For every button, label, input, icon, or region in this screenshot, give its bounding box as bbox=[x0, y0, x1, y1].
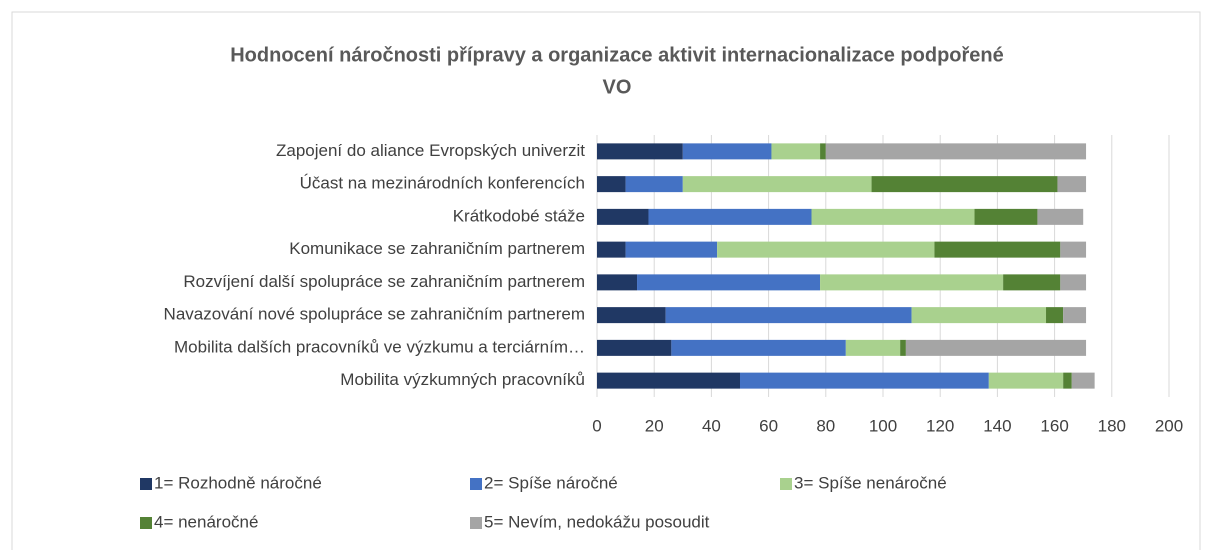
bar-segment bbox=[1063, 307, 1087, 324]
bar-segment bbox=[625, 241, 718, 258]
legend-swatch bbox=[140, 517, 152, 529]
bar-segment bbox=[637, 274, 821, 291]
legend-label: 2= Spíše náročné bbox=[484, 473, 618, 492]
bar-segment bbox=[665, 307, 912, 324]
chart-title: Hodnocení náročnosti přípravy a organiza… bbox=[230, 44, 1004, 66]
x-tick-label: 120 bbox=[926, 416, 954, 435]
y-tick-label: Mobilita výzkumných pracovníků bbox=[340, 370, 585, 389]
legend-label: 5= Nevím, nedokážu posoudit bbox=[484, 512, 710, 531]
legend-label: 4= nenáročné bbox=[154, 512, 258, 531]
bar-segment bbox=[988, 372, 1064, 389]
bar-segment bbox=[1071, 372, 1095, 389]
x-tick-label: 80 bbox=[816, 416, 835, 435]
bar-segment bbox=[682, 143, 772, 160]
x-tick-label: 180 bbox=[1098, 416, 1126, 435]
bar-segment bbox=[1060, 241, 1087, 258]
bar-segment bbox=[811, 208, 975, 225]
bar-segment bbox=[974, 208, 1038, 225]
bar-segment bbox=[648, 208, 812, 225]
x-tick-label: 60 bbox=[759, 416, 778, 435]
bar-segment bbox=[911, 307, 1047, 324]
x-tick-label: 200 bbox=[1155, 416, 1183, 435]
bar-segment bbox=[900, 339, 906, 356]
bar-segment bbox=[671, 339, 846, 356]
bar-segment bbox=[820, 274, 1004, 291]
bar-segment bbox=[1060, 274, 1087, 291]
y-tick-label: Zapojení do aliance Evropských univerzit bbox=[276, 141, 585, 160]
y-tick-label: Rozvíjení další spolupráce se zahraniční… bbox=[183, 272, 585, 291]
y-tick-label: Mobilita dalších pracovníků ve výzkumu a… bbox=[174, 337, 585, 356]
x-tick-label: 160 bbox=[1040, 416, 1068, 435]
bar-segment bbox=[597, 208, 649, 225]
bar-segment bbox=[1057, 176, 1087, 193]
legend-swatch bbox=[780, 478, 792, 490]
bar-segment bbox=[682, 176, 872, 193]
x-tick-label: 100 bbox=[869, 416, 897, 435]
bar-segment bbox=[1037, 208, 1084, 225]
x-tick-label: 40 bbox=[702, 416, 721, 435]
bar-segment bbox=[771, 143, 821, 160]
bar-segment bbox=[597, 372, 740, 389]
y-tick-label: Krátkodobé stáže bbox=[453, 206, 585, 225]
y-tick-label: Komunikace se zahraničním partnerem bbox=[289, 239, 585, 258]
legend-label: 1= Rozhodně náročné bbox=[154, 473, 322, 492]
bar-segment bbox=[1063, 372, 1072, 389]
bar-segment bbox=[740, 372, 989, 389]
legend-swatch bbox=[140, 478, 152, 490]
bar-segment bbox=[905, 339, 1087, 356]
bar-segment bbox=[825, 143, 1087, 160]
x-tick-label: 0 bbox=[592, 416, 601, 435]
bar-segment bbox=[597, 339, 672, 356]
bar-segment bbox=[597, 176, 626, 193]
bar-segment bbox=[597, 307, 666, 324]
bar-segment bbox=[820, 143, 826, 160]
bar-segment bbox=[597, 274, 638, 291]
bar-segment bbox=[1003, 274, 1061, 291]
bar-segment bbox=[934, 241, 1061, 258]
bar-segment bbox=[1046, 307, 1064, 324]
y-tick-label: Účast na mezinárodních konferencích bbox=[300, 174, 585, 193]
bar-segment bbox=[717, 241, 935, 258]
bar-segment bbox=[597, 241, 626, 258]
bar-segment bbox=[625, 176, 683, 193]
legend-swatch bbox=[470, 517, 482, 529]
x-tick-label: 20 bbox=[645, 416, 664, 435]
y-tick-label: Navazování nové spolupráce se zahraniční… bbox=[164, 305, 585, 324]
legend-swatch bbox=[470, 478, 482, 490]
bar-segment bbox=[871, 176, 1058, 193]
bar-segment bbox=[845, 339, 901, 356]
legend-label: 3= Spíše nenáročné bbox=[794, 473, 947, 492]
x-tick-label: 140 bbox=[983, 416, 1011, 435]
chart-title: VO bbox=[603, 76, 632, 98]
bar-segment bbox=[597, 143, 683, 160]
